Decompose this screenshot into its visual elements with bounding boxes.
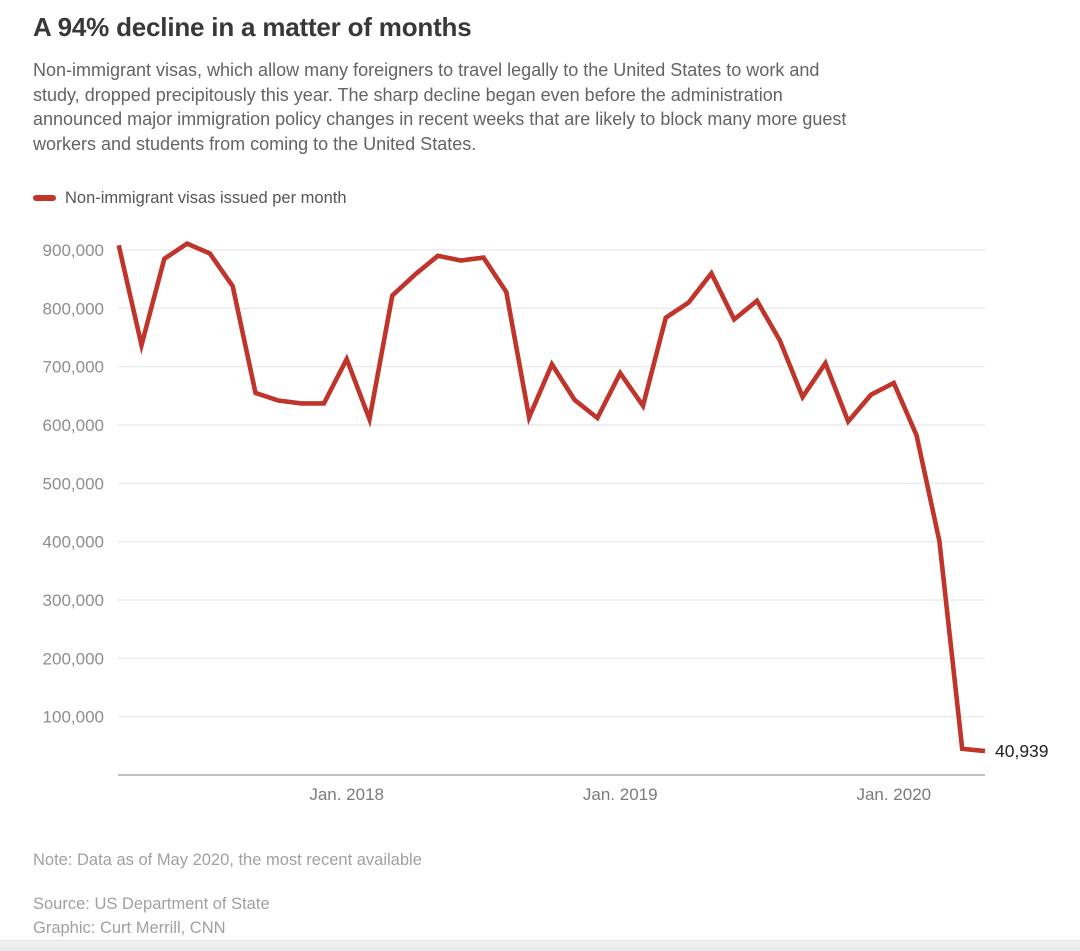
chart-credits: Source: US Department of State Graphic: … [33, 892, 270, 940]
description-line: study, dropped precipitously this year. … [33, 84, 783, 105]
chart-note: Note: Data as of May 2020, the most rece… [33, 851, 422, 869]
legend-line-swatch-icon [33, 195, 56, 201]
chart-description: Non-immigrant visas, which allow many fo… [33, 58, 1053, 156]
legend-label: Non-immigrant visas issued per month [65, 188, 347, 207]
description-line: Non-immigrant visas, which allow many fo… [33, 60, 820, 80]
y-axis-tick-label: 600,000 [43, 416, 104, 435]
window-bottom-edge [0, 940, 1080, 951]
graphic-credit-line: Graphic: Curt Merrill, CNN [33, 919, 226, 937]
x-axis-tick-label: Jan. 2018 [309, 785, 384, 804]
description-line: workers and students from coming to the … [33, 133, 477, 154]
page-title: A 94% decline in a matter of months [33, 12, 472, 42]
line-chart-canvas: 900,000 800,000 700,000 600,000 500,000 400,0… [43, 240, 1049, 804]
end-value-label: 40,939 [995, 741, 1049, 761]
visa-line-chart: 900,000 800,000 700,000 600,000 500,000 400,0… [0, 230, 1080, 805]
y-axis-tick-label: 100,000 [43, 708, 104, 727]
x-axis-tick-label: Jan. 2020 [856, 785, 931, 804]
y-axis-tick-label: 900,000 [43, 241, 104, 260]
y-axis-tick-label: 300,000 [43, 591, 104, 610]
y-axis-tick-label: 200,000 [43, 649, 104, 668]
y-axis-tick-label: 800,000 [43, 299, 104, 318]
y-axis-tick-label: 400,000 [43, 533, 104, 552]
y-axis-tick-label: 500,000 [43, 474, 104, 493]
visa-series-line [116, 240, 986, 754]
y-axis-tick-label: 700,000 [43, 358, 104, 377]
x-axis-tick-label: Jan. 2019 [583, 785, 658, 804]
description-line: announced major immigration policy chang… [33, 109, 847, 129]
chart-legend: Non-immigrant visas issued per month [33, 187, 347, 209]
source-line: Source: US Department of State [33, 895, 270, 913]
